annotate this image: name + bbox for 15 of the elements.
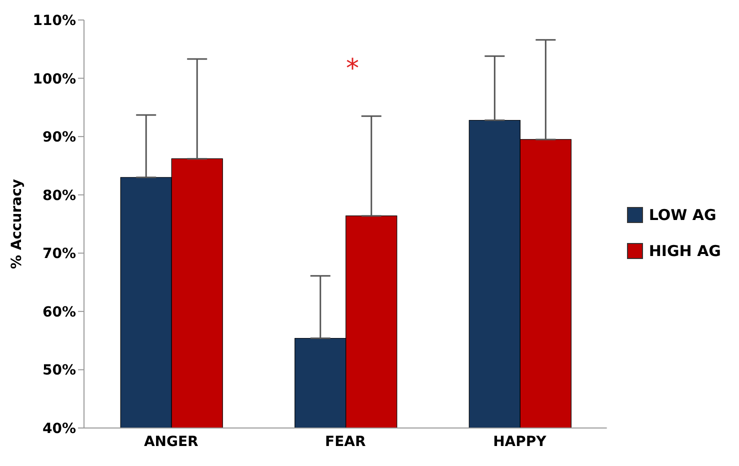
y-tick-label: 70%: [42, 246, 76, 262]
annotation: *: [346, 54, 359, 84]
x-tick-label: FEAR: [325, 434, 366, 450]
x-tick-label: ANGER: [144, 434, 199, 450]
x-tick-label: HAPPY: [493, 434, 548, 450]
legend-label: HIGH AG: [648, 242, 721, 260]
y-tick-label: 50%: [42, 362, 76, 379]
y-tick-label: 110%: [32, 12, 76, 29]
y-tick-label: 60%: [42, 304, 76, 320]
y-axis-title: % Accuracy: [8, 178, 25, 270]
y-tick-label: 80%: [42, 188, 76, 204]
y-tick-label: 90%: [42, 130, 76, 146]
y-tick-label: 40%: [42, 420, 76, 437]
legend-label: LOW AG: [648, 206, 716, 224]
y-tick-label: 100%: [32, 71, 76, 88]
